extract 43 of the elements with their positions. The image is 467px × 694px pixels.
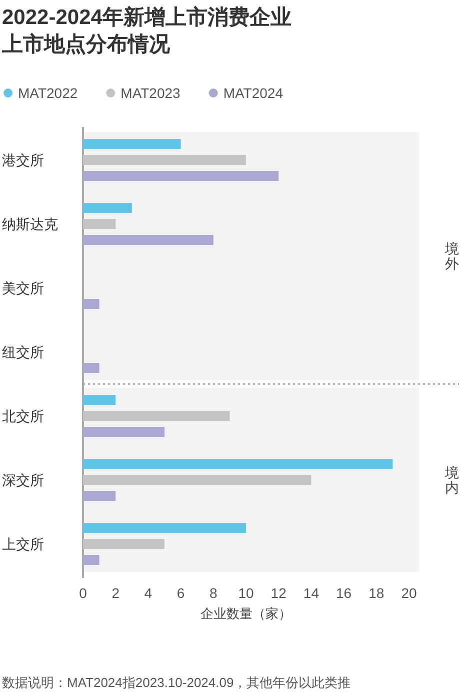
x-tick-label: 18 [368,585,384,601]
x-tick-label: 0 [79,585,88,601]
title: 2022-2024年新增上市消费企业上市地点分布情况 [2,6,292,56]
bar [83,235,214,245]
legend-label: MAT2022 [18,85,78,101]
bar [83,395,116,405]
y-tick-label: 上交所 [2,536,44,552]
x-tick-label: 6 [176,585,185,601]
y-tick-label: 深交所 [2,472,44,488]
y-tick-label: 北交所 [2,408,44,424]
bar [83,539,164,549]
band-label: 境内 [444,464,459,496]
text: 数据说明：MAT2024指2023.10-2024.09，其他年份以此类推 [2,675,351,690]
bar [83,475,312,485]
bar [83,171,279,181]
bar [83,523,246,533]
legend-label: MAT2023 [120,85,181,101]
x-tick-label: 4 [144,585,152,601]
x-tick-label: 2 [112,585,120,601]
bar [83,427,164,437]
x-axis-title: 企业数量（家） [200,606,292,621]
legend-label: MAT2024 [223,85,284,101]
x-tick-label: 12 [270,585,287,601]
y-tick-label: 纳斯达克 [2,216,58,232]
bar [83,491,116,501]
bar [83,219,116,229]
bar [83,555,100,565]
bar [83,411,230,421]
bar [83,203,132,213]
bar [83,155,246,165]
y-tick-label: 美交所 [2,280,44,296]
bar [83,363,100,373]
x-tick-label: 14 [303,585,320,601]
bar [83,459,393,469]
x-tick-label: 20 [401,585,417,601]
y-tick-label: 港交所 [2,152,44,168]
x-tick-label: 10 [238,585,254,601]
x-tick-label: 8 [210,585,218,601]
bar [83,139,181,149]
bar [83,299,100,309]
x-tick-label: 16 [336,585,352,601]
y-tick-label: 纽交所 [2,344,44,360]
band-label: 境外 [444,240,459,272]
